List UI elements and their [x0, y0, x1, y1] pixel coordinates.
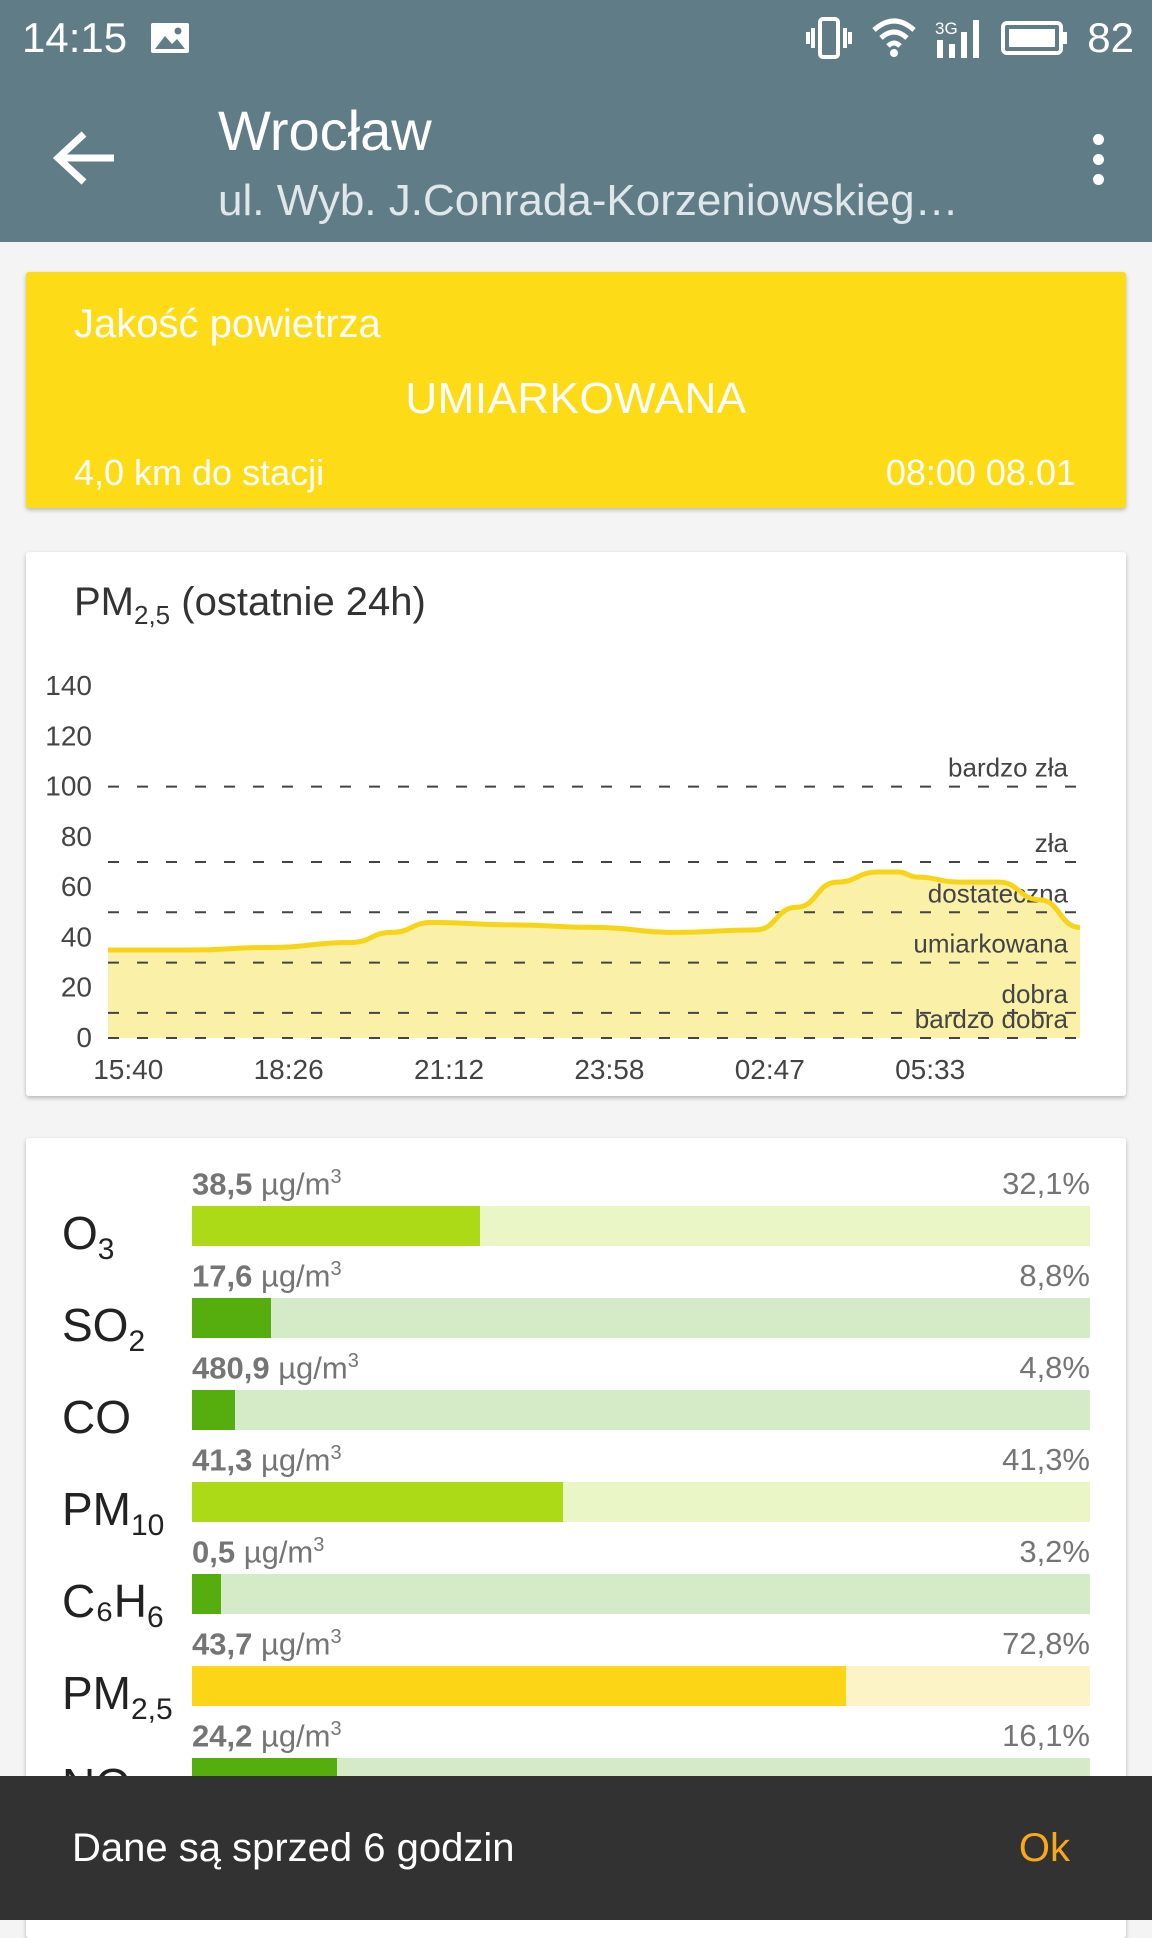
air-quality-status: UMIARKOWANA: [405, 374, 747, 423]
pollutant-bar-fill: [192, 1666, 846, 1706]
pollutant-percent: 8,8%: [1019, 1258, 1090, 1293]
threshold-label: zła: [1035, 828, 1069, 858]
y-tick-label: 140: [45, 670, 92, 701]
pollutant-percent: 41,3%: [1002, 1442, 1090, 1477]
threshold-label: dobra: [1002, 979, 1069, 1009]
station-city: Wrocław: [218, 99, 432, 162]
svg-text:3G: 3G: [935, 19, 958, 38]
air-quality-card: Jakość powietrza UMIARKOWANA 4,0 km do s…: [26, 272, 1126, 508]
pollutant-bar-fill: [192, 1482, 563, 1522]
back-arrow-icon[interactable]: [50, 128, 120, 188]
y-tick-label: 60: [61, 871, 92, 902]
air-quality-label: Jakość powietrza: [74, 302, 381, 346]
signal-3g-icon: 3G: [935, 19, 980, 58]
threshold-label: bardzo dobra: [915, 1004, 1069, 1034]
pm25-line: [108, 869, 1081, 953]
threshold-label: umiarkowana: [913, 929, 1068, 959]
pollutant-percent: 4,8%: [1019, 1350, 1090, 1385]
pollutant-concentration: 38,5 µg/m3: [192, 1166, 342, 1202]
more-vert-icon[interactable]: [1086, 134, 1110, 186]
pollutant-bar-track: [192, 1390, 1090, 1430]
pollutant-bar-fill: [192, 1206, 481, 1246]
pollutant-percent: 72,8%: [1002, 1626, 1090, 1661]
image-icon: [151, 23, 189, 53]
y-tick-label: 80: [61, 821, 92, 852]
pollutant-name: SO2: [62, 1299, 146, 1359]
pollutant-percent: 3,2%: [1019, 1534, 1090, 1569]
vibrate-icon: [806, 17, 853, 59]
pollutant-percent: 32,1%: [1002, 1166, 1090, 1201]
pollutant-row: PM2,5 43,7 µg/m3 72,8%: [26, 1624, 1126, 1726]
pollutant-concentration: 17,6 µg/m3: [192, 1258, 342, 1294]
status-time: 14:15: [22, 14, 128, 61]
pollutant-concentration: 41,3 µg/m3: [192, 1442, 342, 1478]
pollutant-bar-fill: [192, 1574, 221, 1614]
pollutant-row: SO2 17,6 µg/m3 8,8%: [26, 1256, 1126, 1358]
app-bar: 14:15 3G 82 Wrocła: [0, 0, 1152, 242]
pollutant-name: PM10: [62, 1483, 165, 1543]
snackbar-message: Dane są sprzed 6 godzin: [72, 1826, 515, 1870]
battery-icon: [1001, 21, 1068, 55]
pm25-area: [108, 872, 1080, 1038]
x-tick-label: 02:47: [735, 1054, 805, 1085]
x-tick-label: 15:40: [93, 1054, 163, 1085]
snackbar-ok-button[interactable]: Ok: [1018, 1826, 1070, 1870]
pollutant-bar-track: [192, 1482, 1090, 1522]
wifi-icon: [872, 18, 916, 57]
pm25-chart: bardzo dobradobraumiarkowanadostatecznaz…: [45, 670, 1081, 1085]
measurement-time: 08:00 08.01: [885, 452, 1076, 493]
pm25-chart-card: PM2,5 (ostatnie 24h) bardzo dobra dobra um…: [26, 552, 1126, 1096]
y-tick-label: 120: [45, 720, 92, 751]
snackbar: Dane są sprzed 6 godzin Ok: [0, 1776, 1152, 1920]
pollutant-name: O3: [62, 1207, 115, 1267]
threshold-label: bardzo zła: [948, 753, 1068, 783]
pollutant-percent: 16,1%: [1002, 1718, 1090, 1753]
status-icons: 3G 82: [805, 10, 1134, 66]
x-tick-label: 18:26: [254, 1054, 324, 1085]
pollutant-row: C₆H6 0,5 µg/m3 3,2%: [26, 1532, 1126, 1634]
x-tick-label: 21:12: [414, 1054, 484, 1085]
pollutant-bar-track: [192, 1666, 1090, 1706]
pollutant-bar-track: [192, 1574, 1090, 1614]
pollutant-name: C₆H6: [62, 1575, 164, 1635]
pollutant-bar-track: [192, 1206, 1090, 1246]
pollutant-concentration: 24,2 µg/m3: [192, 1718, 342, 1754]
pollutant-concentration: 43,7 µg/m3: [192, 1626, 342, 1662]
station-address: ul. Wyb. J.Conrada-Korzeniowskieg…: [218, 176, 959, 225]
pollutant-name: CO: [62, 1391, 131, 1443]
pollutant-concentration: 0,5 µg/m3: [192, 1534, 325, 1570]
pollutant-bar-track: [192, 1298, 1090, 1338]
pollutant-name: PM2,5: [62, 1667, 173, 1727]
y-tick-label: 0: [76, 1022, 92, 1053]
pollutant-row: PM10 41,3 µg/m3 41,3%: [26, 1440, 1126, 1542]
station-distance: 4,0 km do stacji: [74, 452, 325, 493]
x-tick-label: 23:58: [574, 1054, 644, 1085]
battery-level: 82: [1087, 14, 1134, 61]
pollutant-row: O3 38,5 µg/m3 32,1%: [26, 1164, 1126, 1266]
y-tick-label: 100: [45, 771, 92, 802]
x-tick-label: 05:33: [895, 1054, 965, 1085]
pollutant-bar-fill: [192, 1390, 236, 1430]
pollutant-row: CO 480,9 µg/m3 4,8%: [26, 1348, 1126, 1443]
y-tick-label: 40: [61, 921, 92, 952]
chart-title: PM2,5 (ostatnie 24h): [74, 580, 426, 630]
pollutant-bar-fill: [192, 1298, 272, 1338]
y-tick-label: 20: [61, 972, 92, 1003]
pollutant-concentration: 480,9 µg/m3: [192, 1350, 359, 1386]
